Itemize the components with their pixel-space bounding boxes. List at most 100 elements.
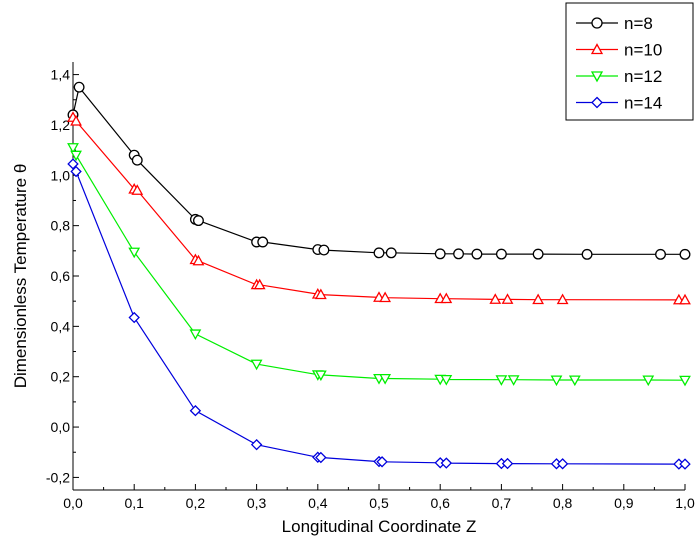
data-point (501, 457, 514, 470)
data-point (385, 247, 397, 259)
legend-marker (591, 17, 603, 29)
x-tick-label: 0,7 (492, 495, 512, 511)
data-point (128, 247, 141, 259)
data-point (471, 248, 483, 260)
data-point (318, 244, 330, 256)
data-point (679, 248, 691, 260)
data-point (434, 248, 446, 260)
series-line (72, 117, 685, 301)
series-4 (67, 158, 691, 470)
data-point (189, 329, 202, 341)
data-point (250, 438, 263, 451)
data-point (67, 158, 79, 170)
y-tick-label: 0,6 (51, 268, 71, 284)
data-point (376, 456, 388, 468)
data-point (373, 247, 385, 259)
y-tick-label: 0,4 (51, 318, 71, 334)
legend-marker (590, 43, 604, 55)
x-tick-label: 0,2 (186, 495, 206, 511)
data-point (67, 143, 79, 154)
data-point (253, 278, 266, 290)
legend-label: n=10 (624, 41, 662, 60)
data-point (440, 292, 453, 304)
x-tick-label: 0,0 (63, 495, 83, 511)
data-point (679, 375, 691, 387)
legend-label: n=8 (624, 14, 653, 33)
data-point (556, 458, 569, 470)
y-tick-label: 1,0 (51, 167, 71, 183)
data-point (193, 215, 204, 227)
data-point (70, 115, 82, 126)
y-tick-label: -0,2 (46, 469, 70, 485)
data-point (189, 404, 202, 417)
series-line (72, 163, 685, 465)
data-point (679, 458, 691, 470)
x-tick-label: 0,6 (430, 495, 450, 511)
x-tick-label: 0,9 (614, 495, 634, 511)
data-point (131, 184, 144, 195)
data-point (257, 236, 269, 248)
data-point (453, 248, 465, 260)
series-line (72, 147, 686, 381)
data-point (379, 373, 392, 385)
legend-item: n=12 (576, 67, 662, 86)
legend-label: n=12 (624, 67, 662, 86)
data-point (507, 375, 520, 386)
data-point (379, 291, 392, 303)
x-axis-title: Longitudinal Coordinate Z (282, 517, 477, 536)
data-point (131, 154, 143, 166)
data-point (192, 254, 205, 266)
data-point (128, 311, 140, 324)
data-point (679, 293, 691, 305)
data-point (655, 248, 666, 260)
data-point (440, 457, 453, 469)
x-tick-label: 0,3 (247, 495, 267, 511)
legend-marker (590, 71, 604, 83)
data-point (501, 293, 514, 304)
data-point (495, 375, 508, 386)
data-point (315, 451, 327, 464)
series-1 (67, 81, 691, 260)
y-axis-title: Dimensionless Temperature θ (11, 164, 30, 389)
data-point (314, 370, 327, 382)
x-tick-label: 0,1 (124, 495, 144, 511)
y-tick-label: 0,8 (51, 218, 71, 234)
x-tick-label: 0,8 (553, 495, 573, 511)
data-point (581, 248, 593, 260)
legend-item: n=10 (576, 41, 662, 60)
series-2 (67, 111, 691, 305)
series-layer (67, 81, 691, 470)
x-tick-label: 0,5 (369, 495, 389, 511)
legend-marker (591, 96, 603, 109)
data-point (532, 248, 544, 260)
data-point (550, 375, 563, 387)
series-line (72, 85, 685, 255)
series-3 (67, 143, 691, 387)
legend-item: n=14 (576, 94, 662, 113)
x-tick-label: 1,0 (675, 495, 695, 511)
data-point (532, 293, 545, 305)
data-point (642, 375, 655, 387)
data-point (70, 165, 82, 178)
data-point (489, 293, 502, 304)
y-tick-label: 1,4 (51, 67, 71, 83)
y-axis: -0,2 0,0 0,2 0,4 0,6 0,8 1,0 1,2 1,4 (46, 67, 79, 485)
data-point (314, 288, 327, 300)
data-point (440, 374, 453, 386)
data-point (495, 248, 507, 260)
x-axis: 0,0 0,1 0,2 0,3 0,4 0,5 0,6 0,7 0,8 0,9 1,0 (63, 484, 695, 511)
legend: n=8 n=10 n=12 n=14 (565, 2, 694, 121)
data-point (70, 150, 82, 162)
data-point (568, 375, 581, 387)
data-point (556, 293, 569, 305)
y-tick-label: 0,0 (51, 419, 71, 435)
x-tick-label: 0,4 (308, 495, 328, 511)
legend-label: n=14 (624, 94, 662, 113)
data-point (73, 81, 85, 93)
legend-item: n=8 (576, 14, 653, 33)
y-tick-label: 1,2 (51, 117, 71, 133)
plot-area (72, 62, 685, 491)
y-tick-label: 0,2 (51, 369, 71, 385)
data-point (250, 359, 263, 371)
